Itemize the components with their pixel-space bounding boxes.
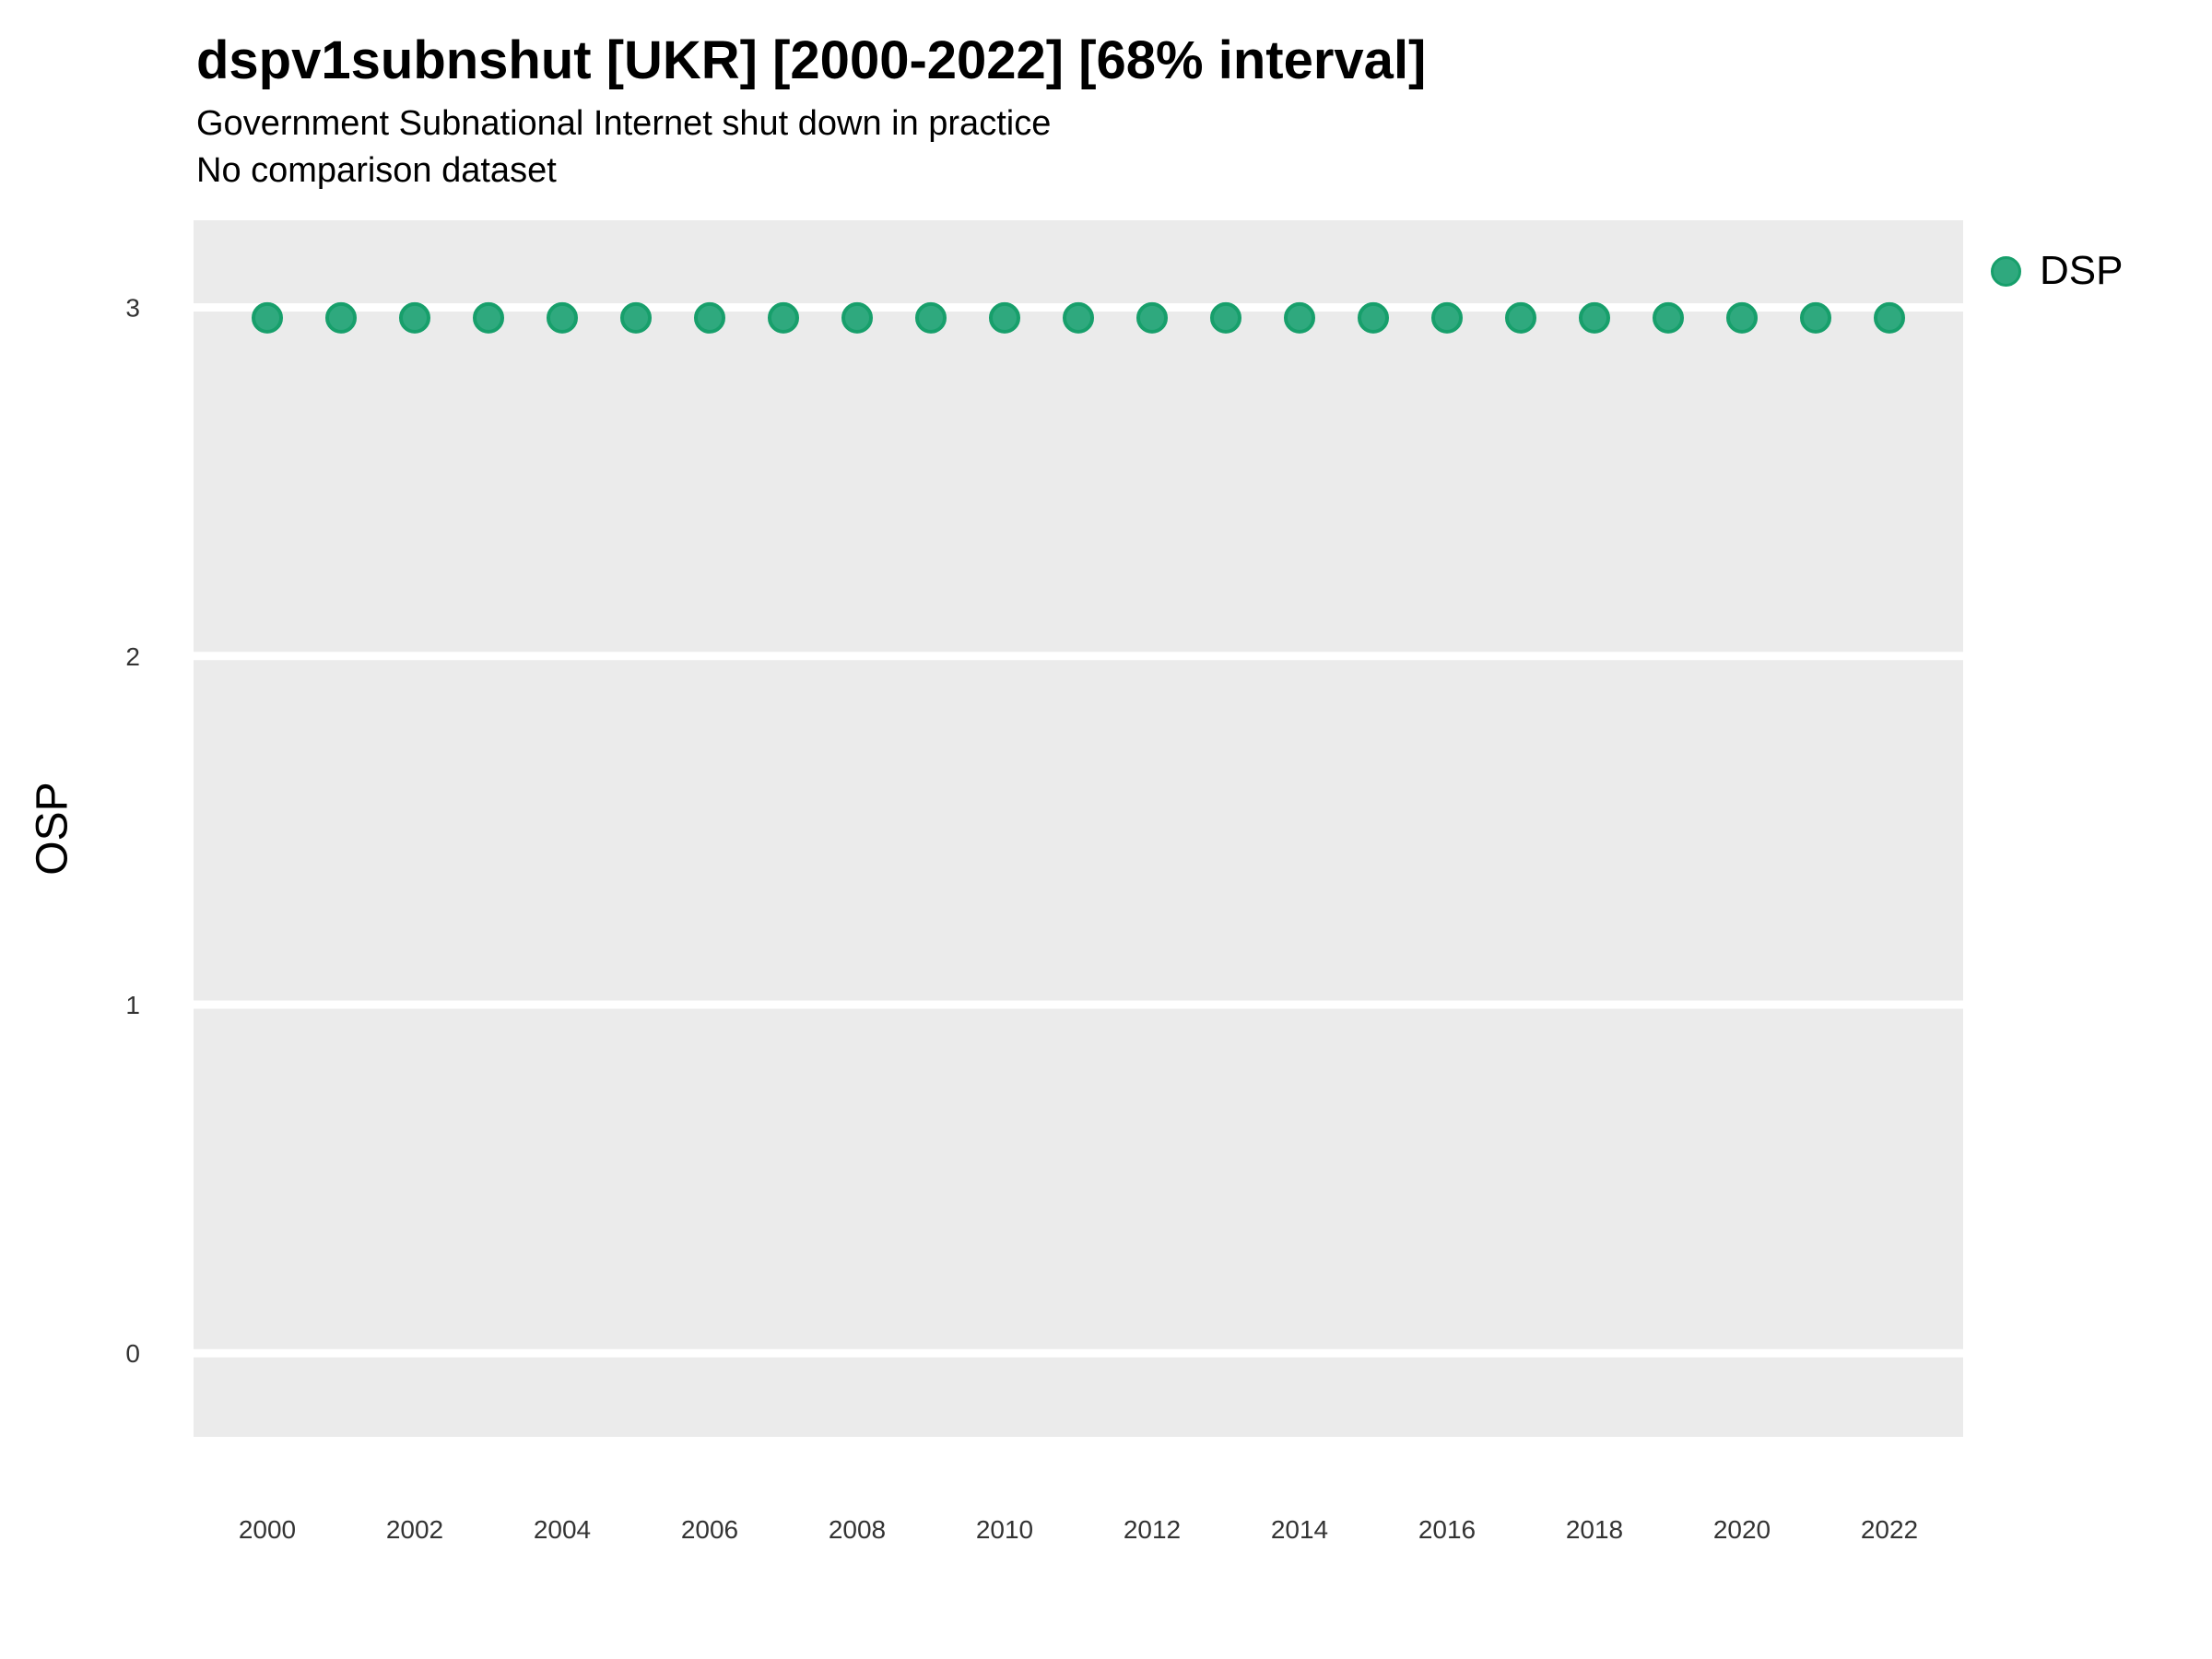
data-point-dsp-2011 xyxy=(1063,301,1094,334)
x-tick-label-2020: 2020 xyxy=(1713,1515,1771,1544)
gridline-y-1 xyxy=(194,1000,1963,1009)
data-point-dsp-2001 xyxy=(325,301,357,334)
data-point-dsp-2021 xyxy=(1800,301,1831,334)
x-tick-label-2018: 2018 xyxy=(1566,1515,1623,1544)
data-point-dsp-2005 xyxy=(620,301,652,334)
data-point-dsp-2014 xyxy=(1284,301,1315,334)
gridline-y-0 xyxy=(194,1348,1963,1358)
data-point-dsp-2012 xyxy=(1136,301,1168,334)
legend-label-dsp: DSP xyxy=(2040,248,2124,293)
data-point-dsp-2019 xyxy=(1653,301,1684,334)
data-point-dsp-2004 xyxy=(547,301,578,334)
y-tick-label-1: 1 xyxy=(125,991,140,1019)
data-point-dsp-2007 xyxy=(768,301,799,334)
data-point-dsp-2018 xyxy=(1579,301,1610,334)
gridline-y-2 xyxy=(194,652,1963,661)
data-point-dsp-2015 xyxy=(1358,301,1389,334)
data-point-dsp-2009 xyxy=(915,301,947,334)
chart-subtitle: Government Subnational Internet shut dow… xyxy=(196,104,1052,143)
x-tick-label-2016: 2016 xyxy=(1418,1515,1476,1544)
legend-marker-dsp-icon xyxy=(1991,255,2021,287)
plot-panel xyxy=(194,220,1963,1437)
chart-title: dspv1subnshut [UKR] [2000-2022] [68% int… xyxy=(196,30,1427,90)
x-tick-label-2014: 2014 xyxy=(1271,1515,1328,1544)
data-point-dsp-2022 xyxy=(1874,301,1905,334)
data-point-dsp-2020 xyxy=(1726,301,1758,334)
data-point-dsp-2013 xyxy=(1210,301,1241,334)
data-point-dsp-2016 xyxy=(1431,301,1463,334)
x-tick-label-2006: 2006 xyxy=(681,1515,738,1544)
x-tick-label-2000: 2000 xyxy=(239,1515,296,1544)
data-point-dsp-2003 xyxy=(473,301,504,334)
data-point-dsp-2010 xyxy=(989,301,1020,334)
x-tick-label-2002: 2002 xyxy=(386,1515,443,1544)
data-point-dsp-2000 xyxy=(252,301,283,334)
data-point-dsp-2002 xyxy=(399,301,430,334)
x-tick-label-2012: 2012 xyxy=(1124,1515,1181,1544)
x-tick-label-2004: 2004 xyxy=(534,1515,591,1544)
data-point-dsp-2008 xyxy=(841,301,873,334)
x-tick-label-2008: 2008 xyxy=(829,1515,886,1544)
y-tick-label-2: 2 xyxy=(125,642,140,671)
chart-comparison-note: No comparison dataset xyxy=(196,151,557,190)
x-tick-label-2022: 2022 xyxy=(1861,1515,1918,1544)
legend: DSP xyxy=(1991,251,2123,291)
data-point-dsp-2006 xyxy=(694,301,725,334)
x-tick-label-2010: 2010 xyxy=(976,1515,1033,1544)
data-point-dsp-2017 xyxy=(1505,301,1536,334)
y-tick-label-3: 3 xyxy=(125,294,140,323)
y-tick-label-0: 0 xyxy=(125,1339,140,1368)
